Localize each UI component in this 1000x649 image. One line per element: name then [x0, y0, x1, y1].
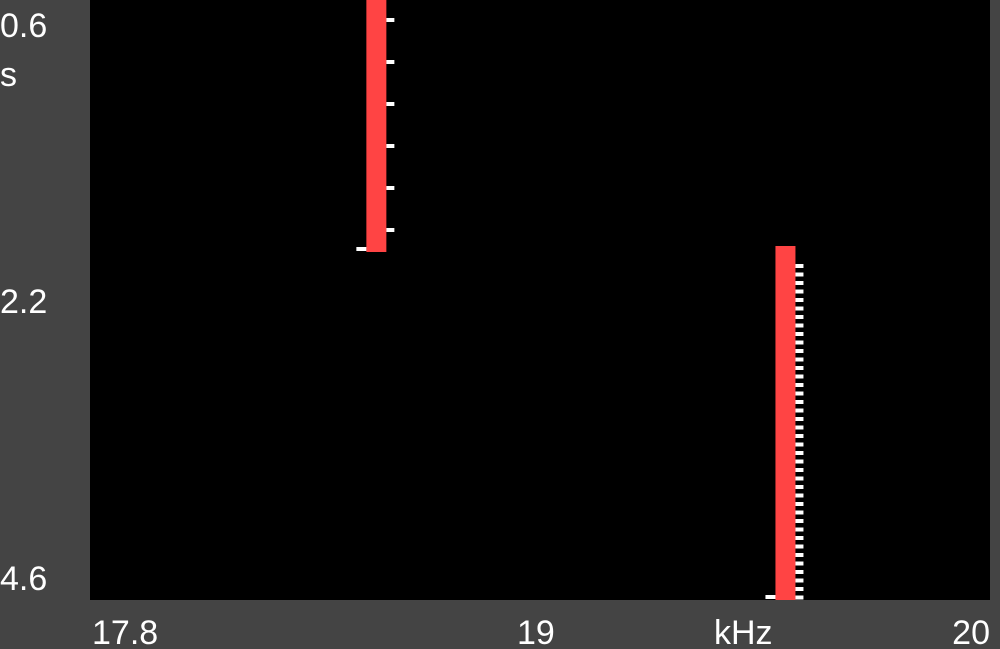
- weak-signal-speckle: [386, 144, 395, 148]
- weak-signal-speckle: [795, 510, 804, 515]
- weak-signal-speckle: [795, 315, 804, 319]
- weak-signal-speckle: [795, 323, 804, 328]
- weak-signal-speckle: [795, 400, 804, 404]
- weak-signal-speckle: [795, 306, 804, 311]
- weak-signal-speckle: [795, 587, 804, 591]
- weak-signal-tail: [765, 595, 776, 599]
- x-tick-label-17.8: 17.8: [92, 614, 158, 649]
- y-axis-unit-label: s: [0, 56, 17, 94]
- weak-signal-speckle: [795, 536, 804, 540]
- weak-signal-speckle: [795, 544, 804, 549]
- weak-signal-speckle: [795, 417, 804, 421]
- weak-signal-speckle: [795, 570, 804, 574]
- weak-signal-speckle: [795, 332, 804, 336]
- y-tick-label-4.6: 4.6: [0, 560, 47, 598]
- weak-signal-speckle: [795, 408, 804, 413]
- weak-signal-tail: [356, 247, 367, 251]
- weak-signal-speckle: [795, 383, 804, 387]
- weak-signal-speckle: [795, 349, 804, 353]
- weak-signal-speckle: [795, 281, 804, 285]
- weak-signal-speckle: [795, 468, 804, 472]
- signal-band-2: [775, 246, 796, 600]
- weak-signal-speckle: [795, 272, 804, 277]
- weak-signal-speckle: [386, 18, 395, 22]
- weak-signal-speckle: [795, 493, 804, 498]
- signal-band-1: [366, 0, 387, 252]
- y-tick-label-0.6: 0.6: [0, 7, 47, 45]
- signal-marks: [356, 0, 804, 600]
- weak-signal-speckle: [386, 186, 395, 190]
- weak-signal-speckle: [795, 366, 804, 370]
- weak-signal-speckle: [386, 102, 395, 106]
- x-axis-unit-label: kHz: [714, 614, 773, 649]
- weak-signal-speckle: [795, 561, 804, 566]
- x-tick-label-20: 20: [952, 614, 990, 649]
- weak-signal-speckle: [795, 527, 804, 532]
- weak-signal-speckle: [795, 289, 804, 294]
- plot-area: [90, 0, 990, 600]
- weak-signal-speckle: [795, 476, 804, 481]
- weak-signal-speckle: [795, 578, 804, 583]
- weak-signal-speckle: [795, 451, 804, 455]
- weak-signal-speckle: [795, 595, 804, 600]
- weak-signal-speckle: [795, 298, 804, 302]
- weak-signal-speckle: [795, 502, 804, 506]
- x-tick-label-19: 19: [517, 614, 555, 649]
- weak-signal-speckle: [386, 228, 395, 232]
- weak-signal-speckle: [795, 485, 804, 489]
- weak-signal-speckle: [795, 340, 804, 345]
- weak-signal-speckle: [795, 442, 804, 447]
- weak-signal-speckle: [795, 434, 804, 438]
- weak-signal-speckle: [795, 374, 804, 379]
- weak-signal-speckle: [795, 459, 804, 464]
- weak-signal-speckle: [795, 519, 804, 523]
- weak-signal-speckle: [795, 425, 804, 430]
- weak-signal-speckle: [795, 357, 804, 362]
- weak-signal-speckle: [386, 60, 395, 64]
- y-tick-label-2.2: 2.2: [0, 283, 47, 321]
- weak-signal-speckle: [795, 553, 804, 557]
- weak-signal-speckle: [795, 391, 804, 396]
- weak-signal-speckle: [795, 264, 804, 268]
